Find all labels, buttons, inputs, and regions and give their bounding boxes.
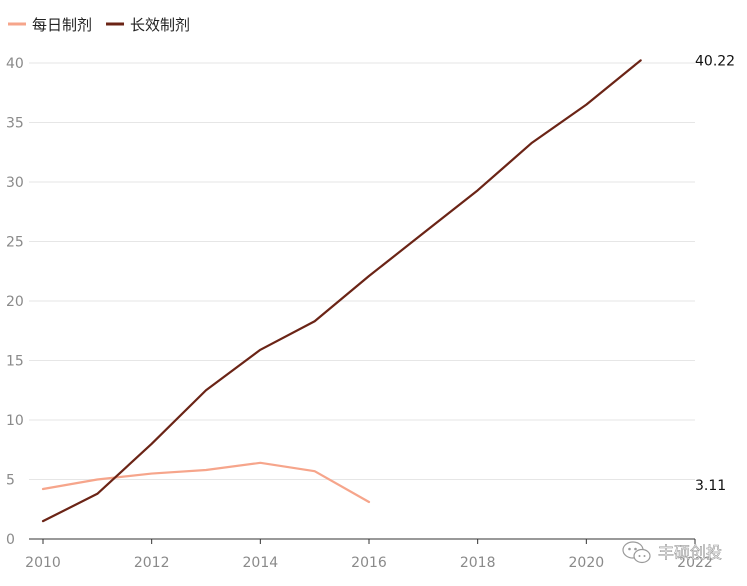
x-axis-ticks: 2010 2012 2014 2016 2018 2020 2022 [25, 539, 713, 571]
legend-label-1: 长效制剂 [130, 16, 190, 34]
series-line-1 [41, 59, 642, 523]
end-labels: 3.11 40.22 [695, 53, 735, 494]
watermark-text: 丰硕创投 [658, 543, 722, 562]
y-tick-label: 0 [6, 532, 15, 548]
wechat-icon [622, 541, 651, 564]
y-tick-label: 15 [6, 354, 24, 370]
legend: 每日制剂 长效制剂 [8, 16, 190, 34]
y-tick-label: 20 [6, 294, 24, 310]
end-label-0: 3.11 [695, 478, 726, 494]
watermark: 丰硕创投 [622, 541, 722, 564]
y-tick-label: 10 [6, 413, 24, 429]
y-tick-label: 5 [6, 473, 15, 489]
series-line-0 [41, 461, 371, 504]
x-tick-label: 2010 [25, 555, 61, 571]
y-tick-label: 35 [6, 116, 24, 132]
legend-label-0: 每日制剂 [32, 16, 92, 34]
y-tick-label: 40 [6, 56, 24, 72]
gridlines [29, 62, 695, 480]
series-lines [41, 59, 642, 523]
x-tick-label: 2014 [243, 555, 279, 571]
x-tick-label: 2020 [569, 555, 605, 571]
x-tick-label: 2012 [134, 555, 170, 571]
x-tick-label: 2022 [677, 555, 713, 571]
x-tick-label: 2018 [460, 555, 496, 571]
y-tick-label: 25 [6, 235, 24, 251]
x-tick-label: 2016 [351, 555, 387, 571]
y-axis-ticks: 0 5 10 15 20 25 30 35 40 [6, 56, 24, 548]
y-tick-label: 30 [6, 175, 24, 191]
end-label-1: 40.22 [695, 53, 735, 69]
